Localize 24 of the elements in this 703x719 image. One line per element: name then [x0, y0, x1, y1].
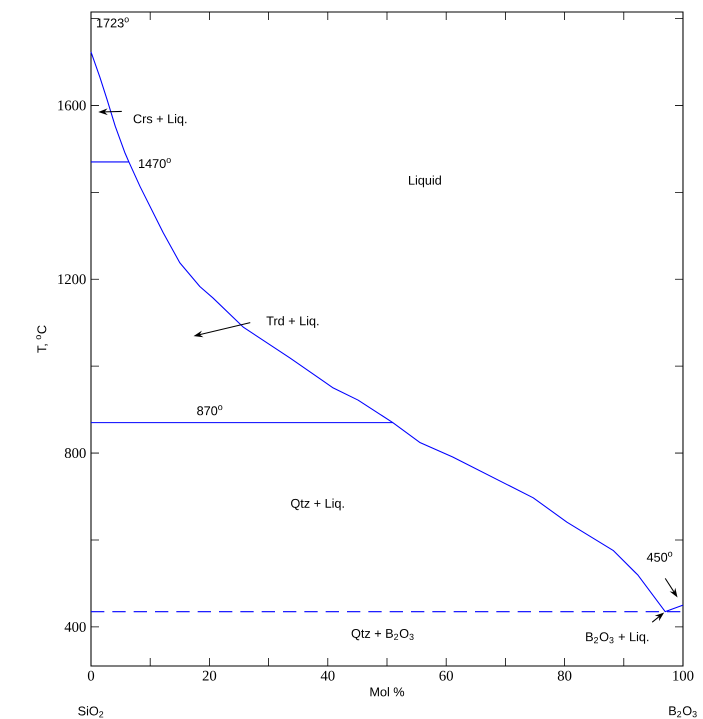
annotation: Liquid — [409, 175, 441, 188]
annotation: Trd + Liq. — [266, 316, 318, 328]
text: SiO$_{2}$ — [78, 706, 104, 718]
y-tick-label: 1200 — [58, 274, 86, 284]
x-tick-label: 60 — [439, 670, 453, 681]
annotation: 870$^{o}$ — [197, 405, 222, 416]
annotation: 1723$^{o}$ — [96, 17, 129, 28]
annotation: 450$^{o}$ — [646, 552, 672, 562]
y-axis-title: T, $^{o}$C — [36, 325, 48, 353]
x-tick-label: 80 — [558, 670, 572, 681]
annotation: Qtz + Liq. — [291, 498, 344, 510]
x-tick-label: 40 — [320, 670, 335, 681]
y-tick-label: 1600 — [58, 100, 86, 110]
annotation: B$_{2}$O$_{3}$ + Liq. — [586, 632, 648, 644]
y-tick-label: 800 — [64, 448, 86, 458]
annotation: 1470$^{o}$ — [139, 158, 171, 168]
x-tick-label: 0 — [88, 670, 94, 681]
annotation: Qtz + B$_{2}$O$_{3}$ — [352, 628, 414, 640]
y-tick-label: 400 — [64, 622, 86, 632]
x-tick-label: 20 — [202, 670, 216, 681]
x-tick-label: 100 — [673, 670, 694, 681]
annotation: Crs + Liq. — [134, 114, 186, 126]
x-axis-title: Mol % — [370, 687, 404, 696]
text: B$_{2}$O$_{3}$ — [669, 706, 697, 718]
